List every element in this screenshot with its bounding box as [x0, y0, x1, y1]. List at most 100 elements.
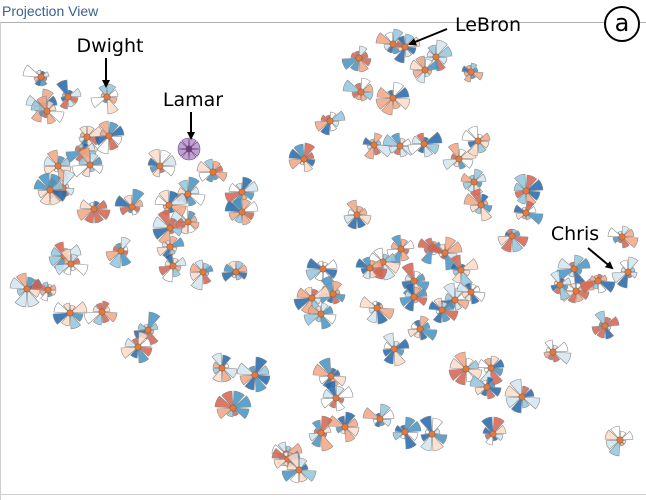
- glyph-wedge: [232, 390, 245, 409]
- player-glyph[interactable]: [114, 188, 145, 216]
- player-glyph[interactable]: [497, 228, 529, 253]
- player-glyph[interactable]: [399, 282, 428, 312]
- glyph-wedge: [411, 135, 425, 145]
- player-glyph[interactable]: [22, 64, 50, 87]
- player-glyph[interactable]: [71, 147, 104, 178]
- player-glyph[interactable]: [359, 296, 395, 325]
- player-glyph[interactable]: [158, 253, 187, 283]
- glyph-wedge: [67, 87, 82, 98]
- player-glyph[interactable]: [550, 270, 572, 301]
- player-glyph[interactable]: [382, 332, 410, 367]
- player-glyph[interactable]: [579, 273, 616, 294]
- glyph-center-dot: [134, 343, 142, 351]
- player-glyph[interactable]: [428, 297, 459, 324]
- player-glyph[interactable]: [375, 81, 411, 116]
- player-glyph[interactable]: [450, 254, 479, 288]
- player-glyph[interactable]: [314, 110, 346, 136]
- player-glyph[interactable]: [591, 310, 620, 340]
- player-glyph[interactable]: [33, 172, 68, 206]
- glyph-wedge: [202, 271, 212, 285]
- glyph-wedge: [379, 409, 395, 420]
- player-glyph[interactable]: [407, 131, 443, 158]
- player-glyph[interactable]: [189, 259, 214, 291]
- player-glyph[interactable]: [288, 142, 316, 173]
- player-glyph[interactable]: [56, 79, 82, 110]
- glyph-wedge: [298, 469, 317, 482]
- player-glyph[interactable]: [448, 351, 483, 386]
- player-glyph[interactable]: [196, 158, 228, 183]
- player-glyph[interactable]: [105, 236, 132, 269]
- player-glyph[interactable]: [409, 55, 440, 84]
- glyph-wedge: [435, 45, 453, 58]
- player-glyph[interactable]: [461, 125, 491, 157]
- player-glyph[interactable]: [83, 300, 118, 326]
- glyph-wedge: [322, 259, 338, 270]
- player-glyph[interactable]: [513, 173, 544, 207]
- player-glyph[interactable]: [177, 137, 201, 161]
- player-glyph[interactable]: [90, 83, 119, 115]
- glyph-center-dot: [83, 133, 91, 141]
- glyph-wedge: [285, 442, 303, 455]
- player-glyph[interactable]: [308, 415, 334, 452]
- glyph-wedge: [447, 142, 460, 160]
- player-glyph[interactable]: [327, 411, 360, 443]
- player-glyph[interactable]: [504, 378, 541, 414]
- player-glyph[interactable]: [54, 248, 89, 276]
- player-glyph[interactable]: [221, 260, 248, 282]
- player-glyph[interactable]: [30, 95, 65, 125]
- player-glyph[interactable]: [211, 352, 238, 383]
- player-glyph[interactable]: [407, 315, 438, 341]
- glyph-wedge: [320, 432, 334, 452]
- player-glyph[interactable]: [419, 415, 448, 452]
- player-glyph[interactable]: [469, 375, 502, 400]
- player-glyph[interactable]: [543, 339, 572, 365]
- player-glyph[interactable]: [607, 225, 639, 249]
- player-glyph[interactable]: [392, 416, 422, 450]
- player-glyph[interactable]: [281, 452, 317, 484]
- glyph-wedge: [108, 135, 119, 151]
- player-glyph[interactable]: [456, 282, 486, 305]
- player-glyph[interactable]: [320, 380, 354, 412]
- player-glyph[interactable]: [611, 256, 639, 289]
- player-glyph[interactable]: [362, 403, 395, 428]
- glyph-wedge: [382, 252, 397, 263]
- player-glyph[interactable]: [120, 331, 153, 364]
- player-glyph[interactable]: [303, 302, 337, 330]
- player-glyph[interactable]: [154, 189, 188, 217]
- glyph-wedge: [241, 176, 253, 193]
- player-glyph[interactable]: [147, 148, 177, 178]
- player-glyph[interactable]: [78, 125, 104, 155]
- glyph-wedge: [490, 358, 505, 369]
- glyph-wedge: [591, 325, 606, 336]
- player-glyph[interactable]: [393, 33, 421, 64]
- glyph-wedge: [224, 200, 243, 213]
- glyph-wedge: [108, 121, 119, 137]
- glyph-wedge: [168, 192, 188, 206]
- player-glyph[interactable]: [341, 45, 372, 73]
- player-glyph[interactable]: [463, 188, 493, 222]
- player-glyph[interactable]: [94, 120, 125, 155]
- glyph-wedge: [71, 164, 91, 178]
- player-glyph[interactable]: [342, 77, 374, 102]
- player-glyph[interactable]: [513, 200, 544, 225]
- player-glyph[interactable]: [76, 199, 111, 224]
- player-glyph[interactable]: [52, 301, 88, 330]
- player-glyph[interactable]: [461, 62, 484, 83]
- glyph-center-dot: [64, 93, 72, 101]
- player-glyph[interactable]: [214, 390, 252, 420]
- player-glyph[interactable]: [152, 209, 186, 246]
- glyph-wedge: [610, 425, 621, 441]
- glyph-center-dot: [43, 107, 51, 115]
- player-glyph[interactable]: [355, 256, 388, 280]
- glyph-wedge: [454, 368, 467, 386]
- player-glyph[interactable]: [428, 236, 463, 271]
- player-glyph[interactable]: [9, 272, 43, 308]
- player-glyph[interactable]: [362, 132, 393, 160]
- player-glyph[interactable]: [343, 199, 372, 230]
- player-glyph[interactable]: [604, 425, 634, 457]
- player-glyph[interactable]: [31, 278, 57, 302]
- player-glyph[interactable]: [236, 356, 271, 393]
- player-glyph[interactable]: [224, 197, 259, 226]
- player-glyph[interactable]: [481, 416, 507, 446]
